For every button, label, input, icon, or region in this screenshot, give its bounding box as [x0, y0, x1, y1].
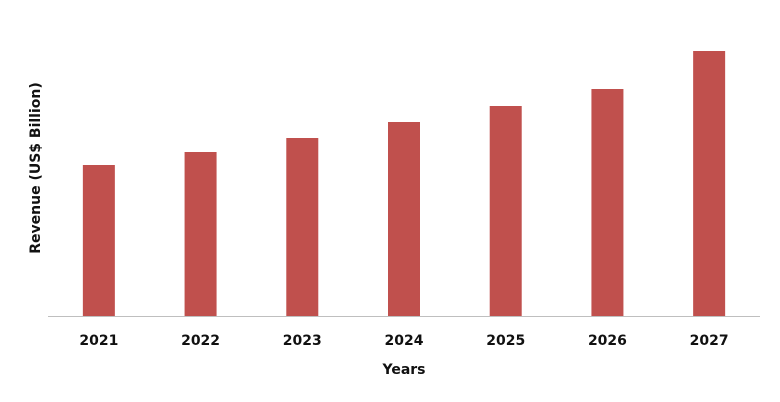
bar [388, 122, 420, 316]
bar [82, 165, 115, 316]
bar [591, 89, 624, 316]
bar [184, 152, 217, 316]
x-axis-title: Years [381, 362, 425, 378]
bar [286, 138, 319, 316]
x-tick-label: 2023 [283, 333, 322, 349]
x-tick-label: 2026 [588, 333, 627, 349]
x-tick-label: 2025 [486, 333, 525, 349]
x-tick-label: 2021 [79, 333, 118, 349]
x-tick-label: 2024 [385, 333, 424, 349]
x-tick-label: 2022 [181, 333, 220, 349]
y-axis-title: Revenue (US$ Billion) [28, 82, 44, 254]
bar [693, 51, 726, 316]
x-tick-label: 2027 [690, 333, 729, 349]
bar [489, 106, 522, 316]
